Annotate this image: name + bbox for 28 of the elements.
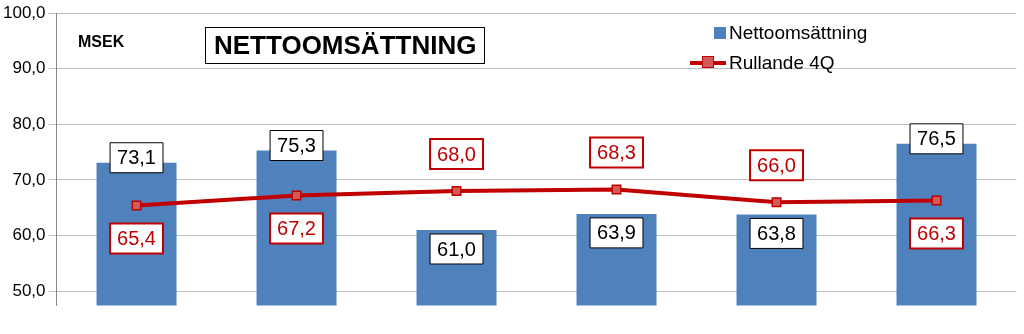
point <box>611 184 622 195</box>
data-label: 75,3 <box>277 134 316 157</box>
data-label: 73,1 <box>117 146 157 169</box>
data-label: 61,0 <box>437 237 476 260</box>
y-axis-title: MSEK <box>78 33 125 51</box>
data-label: 65,4 <box>117 227 157 250</box>
data-label: 76,5 <box>917 127 956 150</box>
y-tick-label: 60,0 <box>12 225 46 245</box>
legend-label: Rullande 4Q <box>729 52 835 74</box>
data-label: 63,9 <box>597 221 636 244</box>
point <box>291 190 302 201</box>
data-label: 66,3 <box>917 222 956 245</box>
data-label: 68,3 <box>597 140 636 163</box>
point <box>931 195 942 206</box>
data-label: 63,8 <box>757 221 796 244</box>
data-label: 67,2 <box>277 217 316 240</box>
y-tick-label: 90,0 <box>12 58 46 78</box>
y-tick-label: 50,0 <box>12 280 46 300</box>
data-label: 68,0 <box>437 142 476 165</box>
y-tick-label: 100,0 <box>2 2 46 22</box>
point <box>771 197 782 208</box>
point <box>131 200 142 211</box>
point <box>451 186 462 197</box>
legend-label: Nettoomsättning <box>729 22 868 44</box>
data-label: 66,0 <box>757 153 796 176</box>
y-tick-label: 80,0 <box>12 114 46 134</box>
text: NETTOOMSÄTTNING <box>205 27 486 64</box>
y-tick-label: 70,0 <box>12 169 46 189</box>
